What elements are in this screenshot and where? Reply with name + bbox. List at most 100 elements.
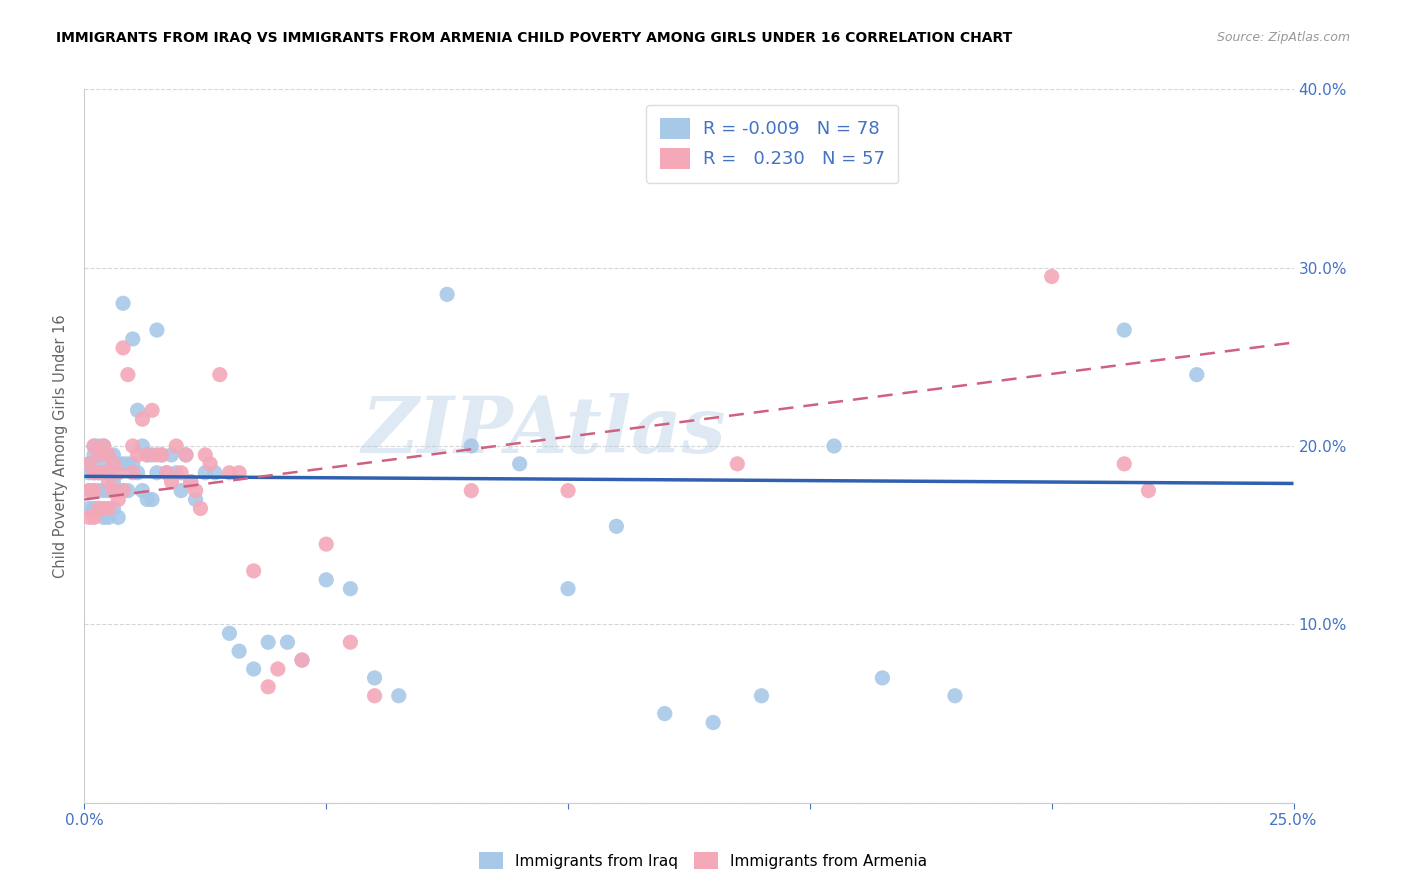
Point (363, 689, 385, 703)
Point (218, 626, 240, 640)
Point (131, 412, 153, 426)
Point (97, 448, 120, 462)
Point (228, 466, 250, 480)
Point (165, 439, 187, 453)
Point (150, 448, 173, 462)
Point (121, 332, 143, 346)
Point (93, 439, 115, 453)
Point (127, 403, 149, 417)
Point (93, 439, 115, 453)
Point (112, 457, 135, 471)
Point (257, 680, 280, 694)
Point (112, 483, 135, 498)
Point (180, 475, 202, 489)
Y-axis label: Child Poverty Among Girls Under 16: Child Poverty Among Girls Under 16 (53, 314, 69, 578)
Point (654, 706, 676, 721)
Point (87, 501, 110, 516)
Point (291, 653, 314, 667)
Point (97, 510, 120, 524)
Point (121, 466, 143, 480)
Point (83, 466, 105, 480)
Point (1137, 483, 1160, 498)
Point (77, 501, 100, 516)
Point (460, 483, 482, 498)
Legend: Immigrants from Iraq, Immigrants from Armenia: Immigrants from Iraq, Immigrants from Ar… (472, 846, 934, 875)
Point (155, 466, 177, 480)
Point (83, 466, 105, 480)
Point (103, 457, 125, 471)
Point (107, 510, 129, 524)
Point (117, 368, 139, 382)
Point (943, 689, 966, 703)
Point (339, 582, 361, 596)
Point (339, 635, 361, 649)
Point (180, 475, 202, 489)
Point (103, 475, 125, 489)
Point (315, 573, 337, 587)
Point (184, 483, 207, 498)
Point (112, 341, 135, 355)
Point (77, 457, 100, 471)
Point (146, 448, 169, 462)
Point (141, 403, 163, 417)
Point (1114, 457, 1136, 471)
Point (823, 439, 845, 453)
Point (97, 483, 120, 498)
Point (242, 564, 264, 578)
Point (190, 501, 212, 516)
Point (87, 501, 110, 516)
Point (87, 466, 110, 480)
Point (267, 662, 290, 676)
Point (363, 671, 385, 685)
Point (184, 492, 207, 507)
Point (557, 582, 579, 596)
Point (291, 653, 314, 667)
Point (204, 466, 226, 480)
Point (141, 448, 163, 462)
Point (107, 466, 129, 480)
Point (121, 439, 143, 453)
Point (228, 644, 250, 658)
Point (93, 466, 115, 480)
Point (872, 671, 894, 685)
Point (83, 448, 105, 462)
Point (93, 483, 115, 498)
Point (136, 492, 159, 507)
Point (117, 457, 139, 471)
Point (77, 483, 100, 498)
Point (218, 466, 240, 480)
Point (136, 448, 159, 462)
Point (141, 492, 163, 507)
Point (436, 287, 458, 301)
Point (170, 466, 193, 480)
Point (131, 439, 153, 453)
Point (93, 510, 115, 524)
Text: IMMIGRANTS FROM IRAQ VS IMMIGRANTS FROM ARMENIA CHILD POVERTY AMONG GIRLS UNDER : IMMIGRANTS FROM IRAQ VS IMMIGRANTS FROM … (56, 31, 1012, 45)
Point (165, 466, 187, 480)
Point (131, 483, 153, 498)
Point (174, 448, 197, 462)
Point (315, 537, 337, 551)
Point (97, 501, 120, 516)
Point (174, 448, 197, 462)
Point (77, 510, 100, 524)
Point (509, 457, 531, 471)
Point (460, 439, 482, 453)
Point (87, 448, 110, 462)
Point (257, 635, 280, 649)
Point (170, 483, 193, 498)
Point (97, 448, 120, 462)
Point (107, 483, 129, 498)
Point (107, 492, 129, 507)
Point (83, 483, 105, 498)
Point (136, 448, 159, 462)
Point (150, 448, 173, 462)
Point (194, 448, 217, 462)
Point (117, 483, 139, 498)
Point (87, 483, 110, 498)
Point (1114, 323, 1136, 337)
Point (127, 448, 149, 462)
Point (83, 483, 105, 498)
Point (87, 448, 110, 462)
Point (702, 715, 724, 730)
